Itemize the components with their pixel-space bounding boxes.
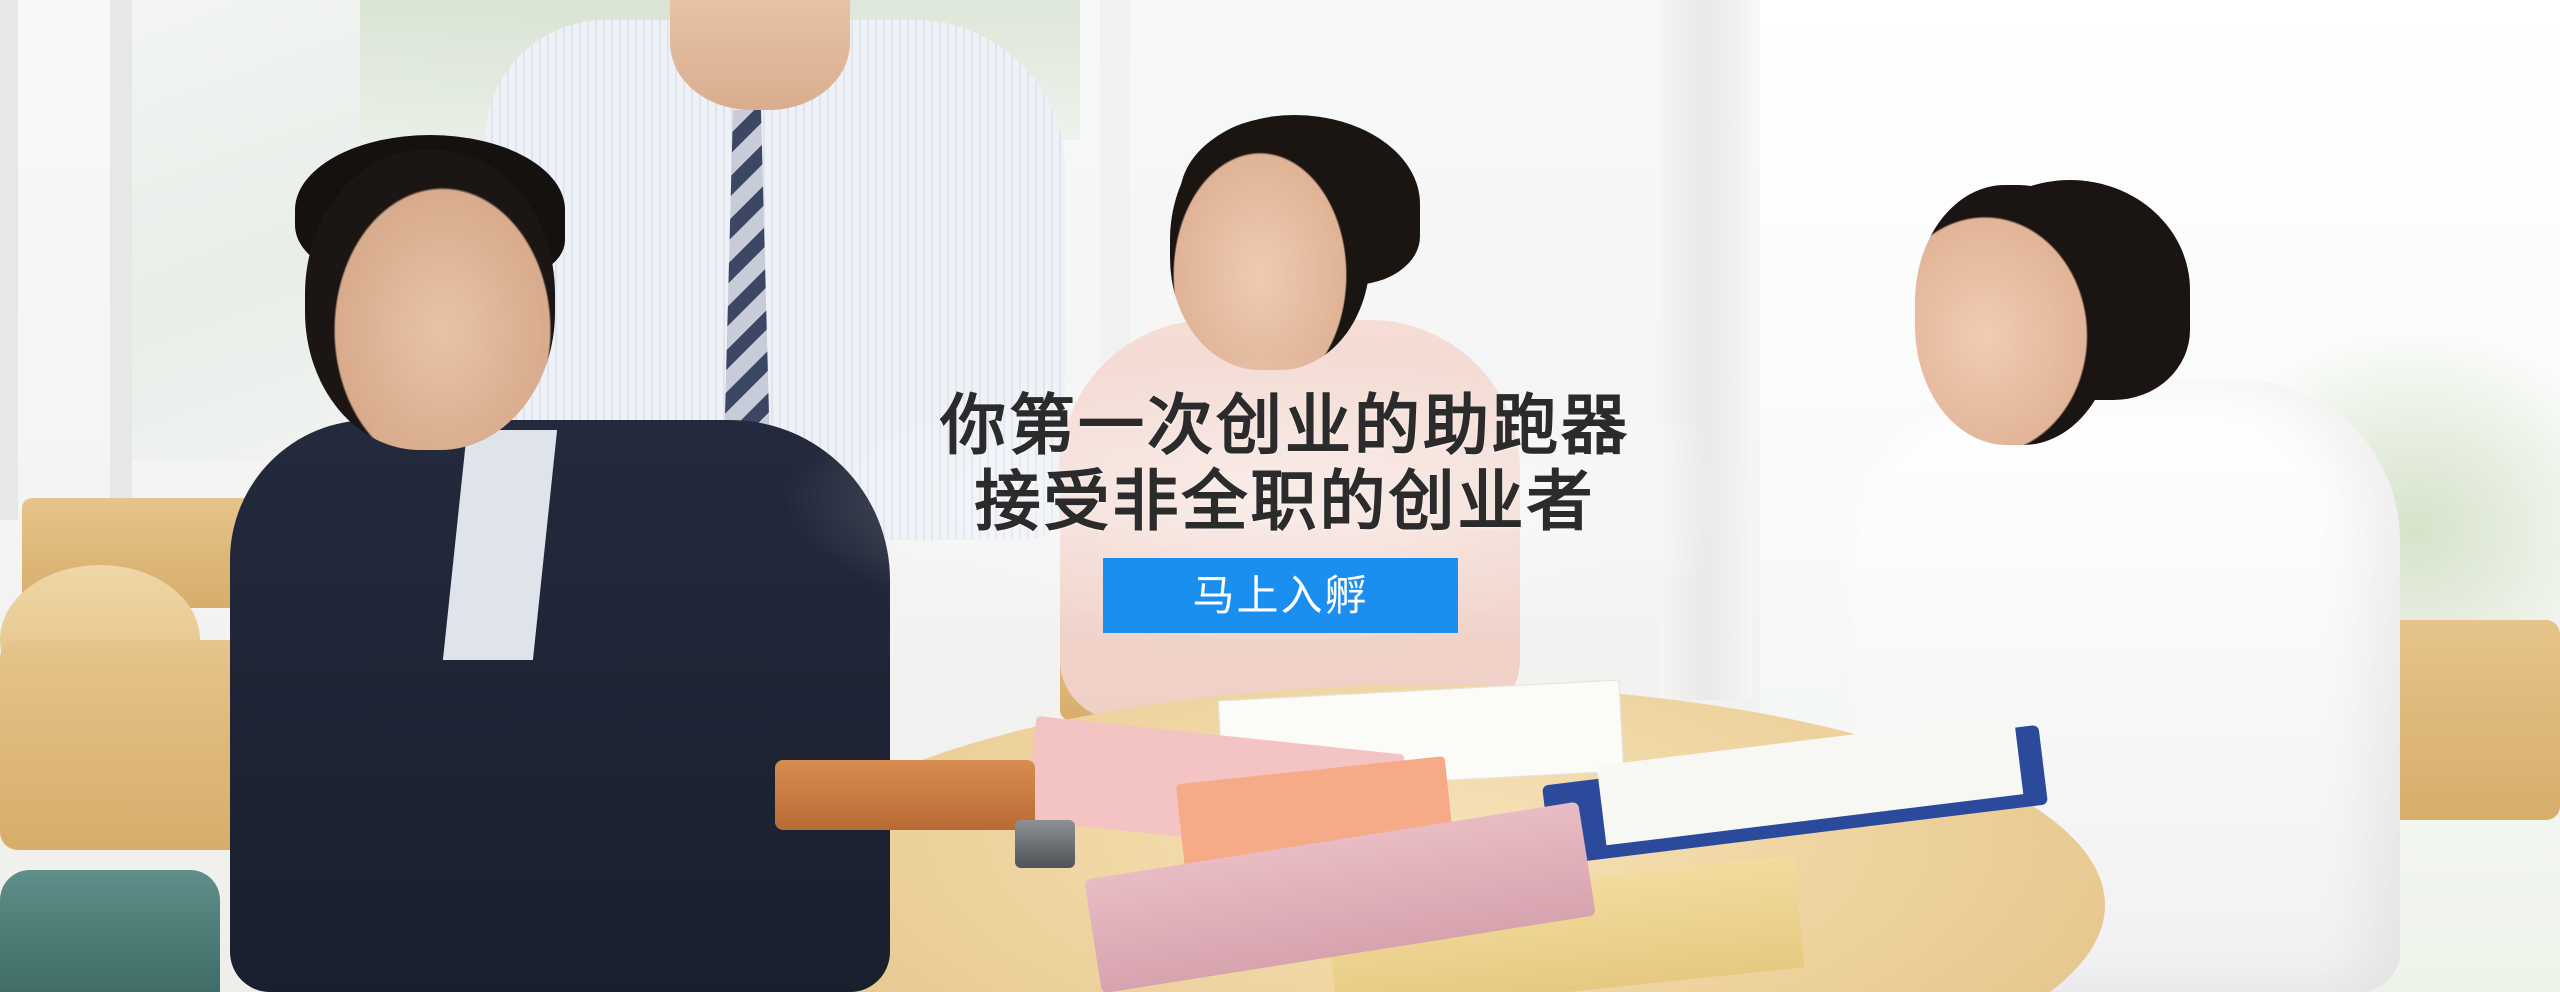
- person-left-head: [305, 150, 555, 450]
- chair-seat: [0, 870, 220, 992]
- incubate-now-button[interactable]: 马上入孵: [1103, 558, 1458, 633]
- person-right-head: [1915, 185, 2115, 445]
- window-frame: [110, 0, 132, 500]
- headline-line-2: 接受非全职的创业者: [974, 463, 1596, 540]
- hero-text: 你第一次创业的助跑器 接受非全职的创业者: [780, 388, 1790, 540]
- phone: [1015, 820, 1075, 868]
- planner: [775, 760, 1035, 830]
- person-standing-head: [670, 0, 850, 110]
- chair: [0, 640, 250, 850]
- headline-line-1: 你第一次创业的助跑器: [940, 387, 1630, 464]
- person-center-head: [1170, 120, 1370, 370]
- window-frame: [0, 0, 18, 520]
